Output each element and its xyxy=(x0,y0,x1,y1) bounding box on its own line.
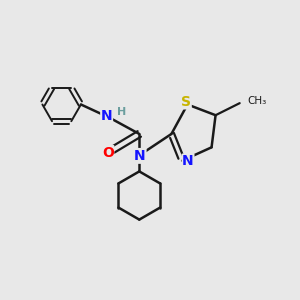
Text: N: N xyxy=(101,109,112,123)
Text: CH₃: CH₃ xyxy=(247,96,266,106)
Text: O: O xyxy=(102,146,114,160)
Text: N: N xyxy=(134,149,146,163)
Text: H: H xyxy=(117,107,127,117)
Text: N: N xyxy=(182,154,194,168)
Text: S: S xyxy=(181,95,191,109)
